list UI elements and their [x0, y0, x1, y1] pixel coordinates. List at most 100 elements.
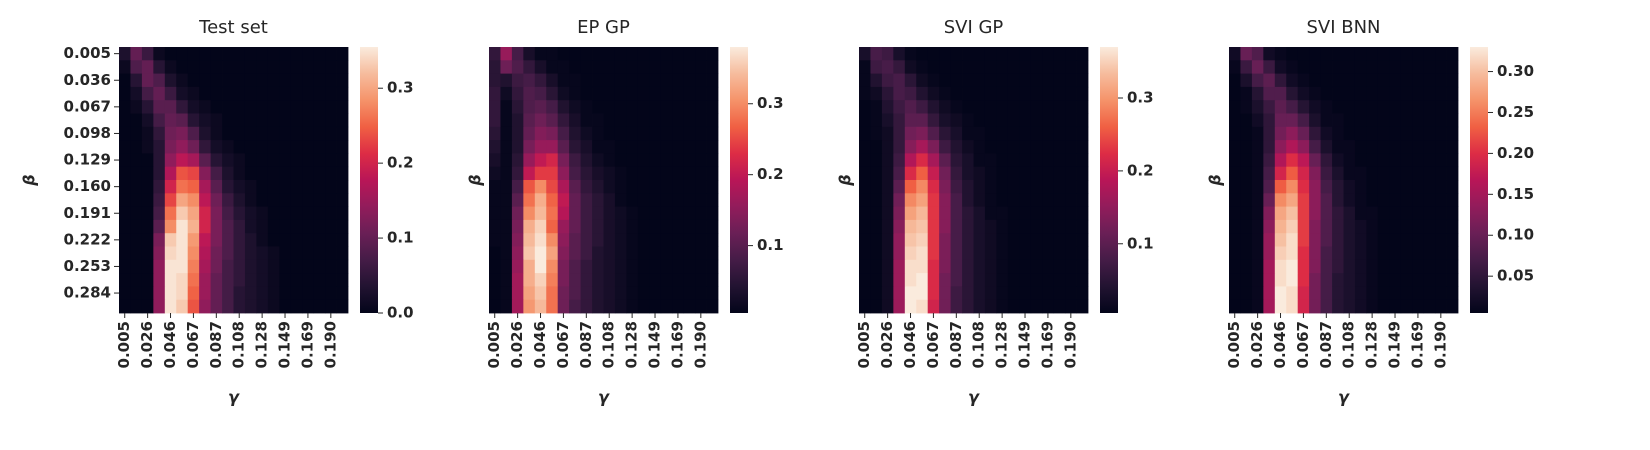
heatmap-cell [1423, 259, 1436, 274]
heatmap-cell [153, 273, 166, 287]
heatmap-cell [222, 60, 234, 74]
heatmap-cell [1354, 60, 1367, 74]
heatmap-cell [893, 86, 906, 101]
heatmap-cell [893, 286, 906, 301]
heatmap-cell [1019, 140, 1032, 154]
heatmap-cell [267, 140, 280, 154]
heatmap-cell [302, 246, 315, 261]
heatmap-cell [1251, 299, 1264, 314]
heatmap-cell [164, 299, 177, 314]
heatmap-cell [592, 153, 604, 168]
heatmap-cell [1354, 47, 1367, 61]
colorbar [1470, 47, 1488, 313]
heatmap-cell [1251, 180, 1264, 194]
heatmap-cell [1423, 113, 1436, 128]
colorbar-tick-label: 0.1 [757, 236, 784, 254]
heatmap-cell [1286, 206, 1299, 221]
heatmap-cell [1435, 286, 1447, 301]
heatmap-cell [222, 233, 234, 247]
heatmap-cell [1030, 60, 1043, 74]
heatmap-cell [1053, 206, 1066, 221]
heatmap-cell [511, 273, 524, 287]
heatmap-cell [859, 126, 871, 141]
heatmap-cell [199, 246, 211, 261]
heatmap-cell [1320, 166, 1333, 181]
heatmap-cell [302, 60, 315, 74]
heatmap-cell [500, 100, 513, 114]
heatmap-cell [1343, 126, 1356, 141]
heatmap-cell [1423, 193, 1436, 207]
heatmap-cell [683, 246, 696, 261]
heatmap-cell [1332, 193, 1344, 207]
heatmap-cell [1263, 166, 1276, 181]
heatmap-cell [141, 73, 154, 88]
x-axis-label: γ [968, 388, 980, 407]
heatmap-cell [1019, 193, 1032, 207]
heatmap-cell [511, 259, 524, 274]
heatmap-cell [302, 180, 315, 194]
heatmap-cell [1263, 126, 1276, 141]
heatmap-cell [210, 60, 223, 74]
heatmap-cell [176, 246, 189, 261]
heatmap-cell [706, 153, 719, 168]
heatmap-cell [164, 166, 177, 181]
heatmap-cell [1446, 140, 1459, 154]
heatmap-cell [1412, 233, 1425, 247]
heatmap-cell [859, 273, 871, 287]
heatmap-cell [603, 60, 616, 74]
heatmap-cell [950, 47, 963, 61]
heatmap-cell [130, 273, 143, 287]
heatmap-cell [141, 86, 154, 101]
heatmap-cell [279, 286, 292, 301]
heatmap-cell [1423, 299, 1436, 314]
heatmap-cell [1053, 113, 1066, 128]
heatmap-cell [500, 126, 513, 141]
heatmap-cell [859, 193, 871, 207]
heatmap-cell [325, 100, 337, 114]
heatmap-cell [1366, 140, 1379, 154]
heatmap-cell [325, 166, 337, 181]
x-tick-label: 0.087 [577, 321, 595, 368]
heatmap-cell [534, 60, 547, 74]
heatmap-cell [489, 86, 501, 101]
heatmap-cell [870, 299, 883, 314]
heatmap-cell [881, 153, 894, 168]
heatmap-cell [210, 233, 223, 247]
heatmap-cell [580, 193, 593, 207]
heatmap-cell [660, 126, 673, 141]
heatmap-cell [927, 299, 940, 314]
heatmap-cell [199, 299, 211, 314]
heatmap-cell [1240, 113, 1253, 128]
heatmap-cell [1076, 193, 1089, 207]
heatmap-cell [649, 86, 662, 101]
heatmap-cell [1309, 100, 1321, 114]
colorbar [360, 47, 378, 313]
heatmap-cell [1412, 60, 1425, 74]
heatmap-cell [1286, 126, 1299, 141]
heatmap-cell [176, 47, 189, 61]
heatmap-cell [996, 180, 1009, 194]
heatmap-cell [603, 286, 616, 301]
heatmap-cell [1412, 153, 1425, 168]
heatmap-cell [1446, 47, 1459, 61]
heatmap-cell [244, 47, 257, 61]
heatmap-cell [222, 73, 234, 88]
heatmap-cell [233, 233, 246, 247]
heatmap-cell [1076, 60, 1089, 74]
heatmap-cell [996, 113, 1009, 128]
heatmap-cell [939, 273, 951, 287]
heatmap-cell [973, 273, 986, 287]
x-tick-label: 0.005 [1225, 321, 1243, 368]
heatmap-cell [176, 273, 189, 287]
heatmap-cell [302, 113, 315, 128]
heatmap-cell [500, 180, 513, 194]
heatmap-cell [893, 206, 906, 221]
heatmap-cell [1274, 140, 1287, 154]
heatmap-cell [962, 153, 974, 168]
heatmap-cell [1274, 113, 1287, 128]
heatmap-cell [336, 206, 349, 221]
heatmap-cell [279, 259, 292, 274]
heatmap-cell [302, 193, 315, 207]
heatmap-cell [1263, 153, 1276, 168]
heatmap-cell [141, 166, 154, 181]
